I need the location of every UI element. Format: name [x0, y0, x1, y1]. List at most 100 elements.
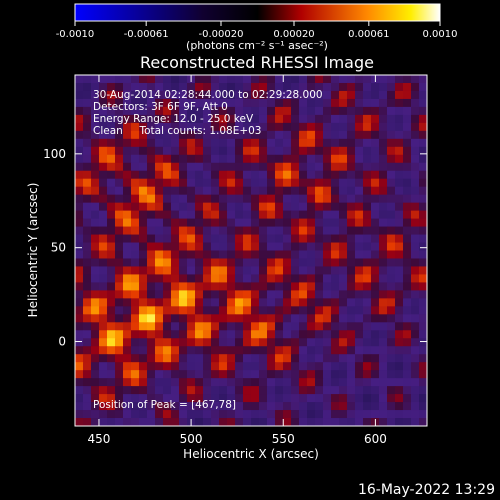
heatmap-cell — [211, 410, 220, 419]
heatmap-cell — [299, 82, 308, 92]
heatmap-cell — [91, 394, 100, 403]
heatmap-cell — [203, 178, 212, 188]
heatmap-cell — [355, 75, 364, 84]
heatmap-cell — [115, 338, 124, 347]
heatmap-cell — [403, 346, 412, 355]
heatmap-cell — [219, 106, 228, 116]
heatmap-cell — [171, 306, 180, 315]
heatmap-cell — [347, 106, 356, 116]
heatmap-cell — [259, 162, 268, 172]
heatmap-cell — [179, 362, 188, 371]
heatmap-cell — [331, 154, 340, 164]
heatmap-cell — [211, 130, 220, 140]
heatmap-cell — [323, 146, 332, 156]
heatmap-cell — [235, 402, 244, 411]
heatmap-cell — [259, 370, 268, 379]
heatmap-cell — [267, 202, 276, 212]
heatmap-cell — [275, 346, 284, 355]
heatmap-cell — [139, 106, 148, 116]
heatmap-cell — [387, 114, 396, 124]
heatmap-cell — [315, 346, 324, 355]
heatmap-cell — [107, 114, 116, 124]
heatmap-cell — [163, 234, 172, 243]
heatmap-cell — [291, 266, 300, 275]
heatmap-cell — [419, 162, 428, 172]
heatmap-cell — [235, 282, 244, 291]
heatmap-cell — [91, 90, 100, 100]
heatmap-cell — [75, 378, 84, 387]
heatmap-cell — [299, 130, 308, 140]
heatmap-cell — [403, 386, 412, 395]
heatmap-cell — [323, 122, 332, 132]
heatmap-cell — [267, 226, 276, 235]
heatmap-cell — [83, 178, 92, 188]
heatmap-cell — [339, 234, 348, 243]
heatmap-cell — [91, 122, 100, 132]
heatmap-cell — [163, 138, 172, 148]
heatmap-cell — [339, 130, 348, 140]
heatmap-cell — [179, 210, 188, 219]
heatmap-cell — [267, 322, 276, 331]
heatmap-cell — [291, 234, 300, 243]
heatmap-cell — [363, 106, 372, 116]
heatmap-cell — [123, 202, 132, 212]
heatmap-cell — [155, 98, 164, 108]
heatmap-cell — [171, 226, 180, 235]
heatmap-cell — [75, 178, 84, 188]
heatmap-cell — [115, 146, 124, 156]
heatmap-cell — [155, 378, 164, 387]
heatmap-cell — [163, 82, 172, 92]
heatmap-cell — [131, 394, 140, 403]
heatmap-cell — [107, 370, 116, 379]
heatmap-cell — [419, 82, 428, 92]
heatmap-cell — [315, 338, 324, 347]
heatmap-cell — [395, 122, 404, 132]
heatmap-cell — [331, 394, 340, 403]
heatmap-cell — [323, 378, 332, 387]
heatmap-cell — [419, 418, 428, 427]
heatmap-cell — [331, 338, 340, 347]
heatmap-cell — [379, 218, 388, 227]
heatmap-cell — [331, 282, 340, 291]
heatmap-cell — [291, 186, 300, 196]
heatmap-cell — [187, 370, 196, 379]
heatmap-cell — [371, 194, 380, 204]
heatmap-cell — [75, 362, 84, 371]
heatmap-cell — [267, 370, 276, 379]
heatmap-cell — [83, 218, 92, 227]
heatmap-cell — [387, 290, 396, 299]
heatmap-cell — [339, 218, 348, 227]
heatmap-cell — [267, 170, 276, 180]
heatmap-cell — [419, 186, 428, 196]
heatmap-cell — [243, 258, 252, 267]
heatmap-cell — [171, 410, 180, 419]
heatmap-cell — [83, 322, 92, 331]
heatmap-cell — [387, 178, 396, 188]
heatmap-cell — [275, 362, 284, 371]
heatmap-cell — [235, 274, 244, 283]
heatmap-cell — [163, 170, 172, 180]
heatmap-cell — [259, 346, 268, 355]
heatmap-cell — [147, 322, 156, 331]
heatmap-cell — [179, 346, 188, 355]
heatmap-cell — [331, 146, 340, 156]
heatmap-cell — [235, 75, 244, 84]
heatmap-cell — [347, 410, 356, 419]
heatmap-cell — [363, 138, 372, 148]
heatmap-cell — [243, 98, 252, 108]
heatmap-cell — [243, 202, 252, 212]
heatmap-cell — [419, 298, 428, 307]
heatmap-cell — [235, 170, 244, 180]
heatmap-cell — [179, 226, 188, 235]
heatmap-cell — [115, 394, 124, 403]
heatmap-cell — [331, 122, 340, 132]
heatmap-cell — [259, 114, 268, 124]
heatmap-cell — [131, 410, 140, 419]
heatmap-cell — [355, 234, 364, 243]
heatmap-cell — [219, 298, 228, 307]
heatmap-cell — [171, 386, 180, 395]
heatmap-cell — [163, 130, 172, 140]
heatmap-cell — [347, 186, 356, 196]
heatmap-cell — [387, 250, 396, 259]
heatmap-cell — [211, 322, 220, 331]
